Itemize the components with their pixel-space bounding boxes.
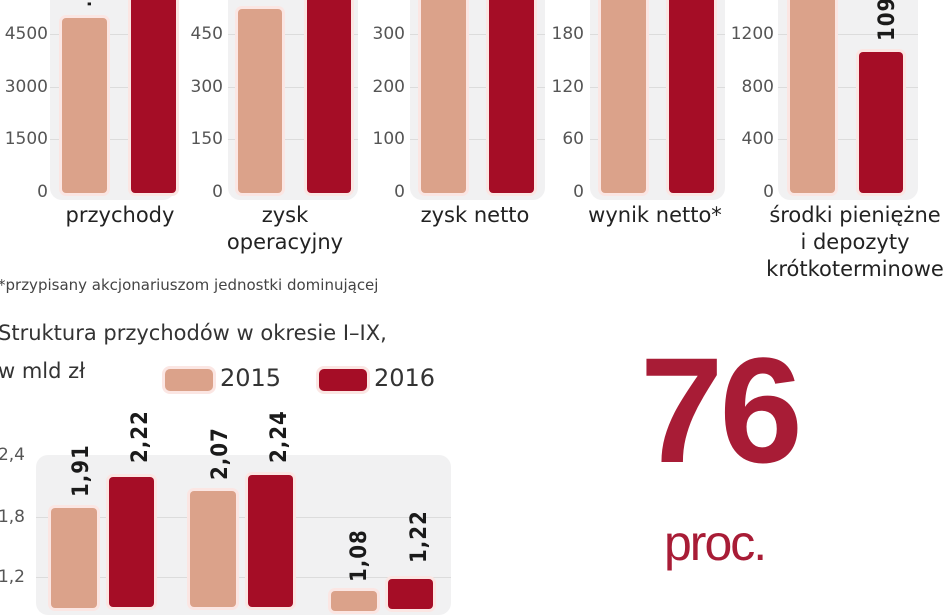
- category-label-zysk-operacyjny-1: zysk: [261, 203, 309, 227]
- category-label-wynik-netto: wynik netto*: [588, 203, 722, 227]
- bar-2015-group-3: [331, 591, 377, 611]
- bar-2016-group-3: [388, 579, 433, 609]
- gridline: [228, 34, 358, 35]
- gridline: [36, 517, 451, 518]
- category-label-przychody: przychody: [65, 203, 175, 227]
- y-tick: 60: [562, 129, 584, 149]
- bottom-chart-title-line1: Struktura przychodów w okresie I–IX,: [0, 321, 387, 345]
- value-label-group2-2015: 2,07: [208, 427, 233, 480]
- legend-swatch-2015: [165, 369, 213, 391]
- bar-2015-group-1: [51, 508, 97, 608]
- gridline: [778, 139, 918, 140]
- value-label-group3-2016: 1,22: [407, 510, 432, 563]
- bar-2015-group-2: [190, 491, 236, 607]
- category-label-srodki-1: środki pieniężne: [769, 203, 941, 227]
- value-label-srodki-2016: 109: [875, 0, 900, 41]
- gridline: [778, 34, 918, 35]
- gridline: [36, 577, 451, 578]
- bar-2016-zysk-operacyjny: [307, 0, 351, 193]
- category-label-zysk-operacyjny-2: operacyjny: [226, 230, 344, 254]
- gridline: [410, 34, 545, 35]
- y-tick: 400: [741, 129, 774, 149]
- y-tick: 1200: [730, 24, 774, 44]
- gridline: [228, 87, 358, 88]
- bar-2015-zysk-netto: [421, 0, 466, 193]
- y-tick: 0: [212, 182, 223, 202]
- bar-2016-srodki-pieniezne: [859, 52, 903, 193]
- gridline: [590, 34, 725, 35]
- bar-2015-zysk-operacyjny: [238, 9, 282, 193]
- gridline: [50, 139, 175, 140]
- gridline: [50, 34, 175, 35]
- y-tick: 180: [551, 24, 584, 44]
- bar-2016-group-2: [248, 475, 293, 607]
- category-label-srodki-3: krótkoterminowe: [766, 257, 944, 281]
- y-tick: 3000: [4, 77, 48, 97]
- y-tick: 0: [763, 182, 774, 202]
- value-label-przychody-2015: ...: [75, 0, 96, 7]
- y-tick: 450: [190, 24, 223, 44]
- value-label-group1-2016: 2,22: [128, 410, 153, 463]
- value-label-group2-2016: 2,24: [267, 410, 292, 463]
- bar-2016-przychody: [131, 0, 176, 193]
- category-label-srodki-2: i depozyty: [800, 230, 910, 254]
- gridline: [410, 139, 545, 140]
- y-tick: 4500: [4, 24, 48, 44]
- y-tick: 100: [372, 129, 405, 149]
- gridline: [228, 139, 358, 140]
- y-tick: 300: [190, 77, 223, 97]
- y-tick: 0: [394, 182, 405, 202]
- y-tick: 120: [551, 77, 584, 97]
- legend-swatch-2016: [319, 369, 367, 391]
- bar-2015-przychody: [62, 18, 107, 193]
- legend-label-2015: 2015: [220, 364, 282, 392]
- y-tick: 150: [190, 129, 223, 149]
- y-tick: 800: [741, 77, 774, 97]
- value-label-group1-2015: 1,91: [69, 444, 94, 497]
- gridline: [590, 139, 725, 140]
- y-tick: 1,2: [0, 567, 25, 587]
- legend-label-2016: 2016: [374, 364, 436, 392]
- gridline: [778, 87, 918, 88]
- bottom-chart-panel: [36, 455, 451, 615]
- y-tick: 2,4: [0, 445, 25, 465]
- gridline: [410, 87, 545, 88]
- highlight-value: 76: [640, 326, 803, 494]
- value-label-group3-2015: 1,08: [347, 529, 372, 582]
- category-label-zysk-netto: zysk netto: [420, 203, 530, 227]
- y-tick: 0: [37, 182, 48, 202]
- highlight-unit: proc.: [664, 515, 767, 571]
- y-tick: 1,8: [0, 507, 25, 527]
- y-tick: 1500: [4, 129, 48, 149]
- y-tick: 0: [573, 182, 584, 202]
- gridline: [590, 87, 725, 88]
- bar-2016-zysk-netto: [489, 0, 534, 193]
- gridline: [50, 87, 175, 88]
- footnote: *przypisany akcjonariuszom jednostki dom…: [0, 276, 379, 294]
- bar-2016-wynik-netto: [669, 0, 714, 193]
- bottom-chart-title-line2: w mld zł: [0, 359, 86, 383]
- y-tick: 300: [372, 24, 405, 44]
- bar-2016-group-1: [109, 477, 154, 607]
- y-tick: 200: [372, 77, 405, 97]
- bar-2015-wynik-netto: [601, 0, 646, 193]
- bar-2015-srodki-pieniezne: [790, 0, 835, 193]
